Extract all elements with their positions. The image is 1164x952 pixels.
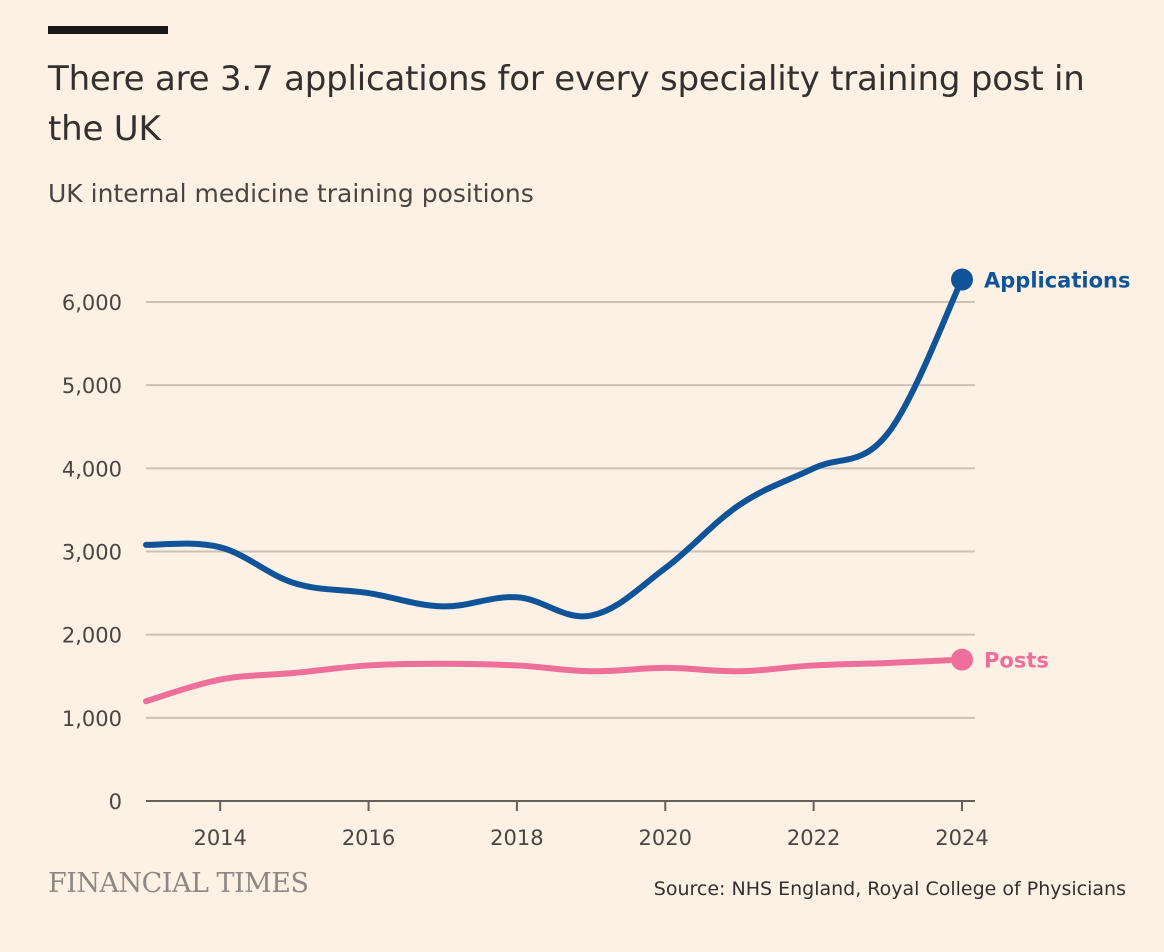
series-endpoint-applications	[951, 268, 973, 291]
series-lines	[143, 268, 973, 705]
x-tick-label: 2022	[787, 826, 840, 850]
brand-logo: FINANCIAL TIMES	[48, 868, 309, 899]
y-tick-label: 0	[109, 790, 122, 814]
series-labels: Posts Applications	[984, 269, 1130, 673]
x-tick-label: 2024	[935, 826, 988, 850]
y-tick-label: 2,000	[62, 624, 122, 648]
y-tick-label: 6,000	[62, 291, 122, 315]
x-tick-label: 2014	[193, 826, 246, 850]
series-label-posts: Posts	[984, 649, 1049, 673]
grid-lines	[146, 301, 975, 719]
chart-subtitle: UK internal medicine training positions	[48, 179, 534, 208]
top-rule	[48, 26, 168, 34]
y-tick-label: 4,000	[62, 457, 122, 481]
chart-title: There are 3.7 applications for every spe…	[48, 59, 1085, 149]
y-tick-label: 1,000	[62, 707, 122, 731]
y-axis-tick-labels: 0 1,000 2,000 3,000 4,000 5,000 6,000	[62, 291, 122, 814]
y-tick-label: 3,000	[62, 541, 122, 565]
series-line-posts	[143, 656, 965, 705]
x-tick-label: 2016	[342, 826, 395, 850]
x-axis: 2014 2016 2018 2020 2022 2024	[146, 800, 989, 850]
source-note: Source: NHS England, Royal College of Ph…	[653, 878, 1126, 900]
y-tick-label: 5,000	[62, 374, 122, 398]
series-label-applications: Applications	[984, 269, 1130, 293]
series-line-applications	[143, 276, 965, 620]
x-tick-label: 2020	[639, 826, 692, 850]
x-tick-label: 2018	[490, 826, 543, 850]
series-endpoint-posts	[951, 648, 973, 671]
